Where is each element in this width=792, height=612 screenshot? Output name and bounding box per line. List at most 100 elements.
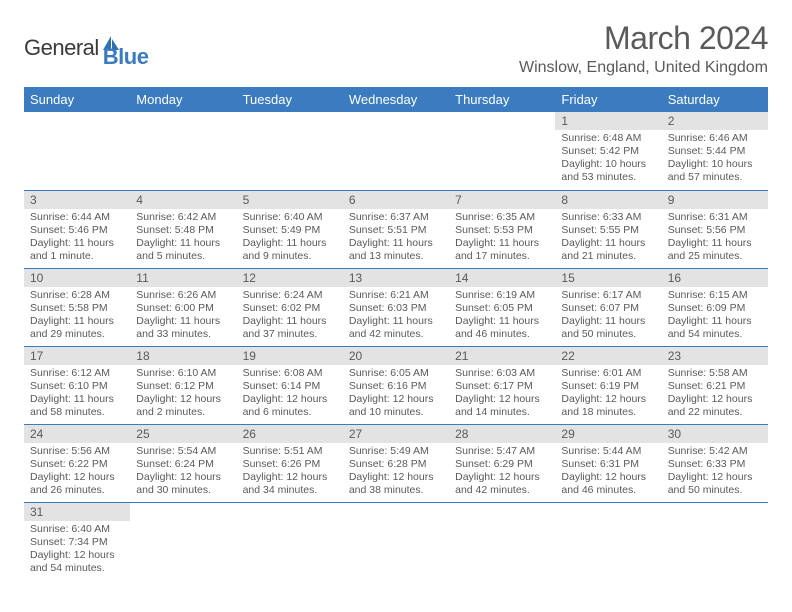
day-info: Sunrise: 6:31 AMSunset: 5:56 PMDaylight:… (662, 209, 768, 268)
day-cell (343, 502, 449, 580)
daylight-text: Daylight: 11 hours and 50 minutes. (561, 315, 655, 341)
sunrise-text: Sunrise: 6:28 AM (30, 289, 124, 302)
col-monday: Monday (130, 87, 236, 112)
sunset-text: Sunset: 6:31 PM (561, 458, 655, 471)
day-cell: 19 Sunrise: 6:08 AMSunset: 6:14 PMDayligh… (237, 346, 343, 424)
day-cell: 22Sunrise: 6:01 AMSunset: 6:19 PMDayligh… (555, 346, 661, 424)
sunrise-text: Sunrise: 6:48 AM (561, 132, 655, 145)
daylight-text: Daylight: 12 hours and 14 minutes. (455, 393, 549, 419)
sunset-text: Sunset: 6:00 PM (136, 302, 230, 315)
day-cell: 3Sunrise: 6:44 AMSunset: 5:46 PMDaylight… (24, 190, 130, 268)
day-info: Sunrise: 6:46 AMSunset: 5:44 PMDaylight:… (662, 130, 768, 189)
day-number: 11 (130, 269, 236, 287)
day-cell: 15Sunrise: 6:17 AMSunset: 6:07 PMDayligh… (555, 268, 661, 346)
sunset-text: Sunset: 5:44 PM (668, 145, 762, 158)
day-number: 10 (24, 269, 130, 287)
sunset-text: Sunset: 6:22 PM (30, 458, 124, 471)
sunrise-text: Sunrise: 6:01 AM (561, 367, 655, 380)
sunset-text: Sunset: 7:34 PM (30, 536, 124, 549)
sunset-text: Sunset: 6:21 PM (668, 380, 762, 393)
day-number: 27 (343, 425, 449, 443)
day-cell (449, 502, 555, 580)
daylight-text: Daylight: 12 hours and 6 minutes. (243, 393, 337, 419)
daylight-text: Daylight: 11 hours and 5 minutes. (136, 237, 230, 263)
day-cell: 10Sunrise: 6:28 AMSunset: 5:58 PMDayligh… (24, 268, 130, 346)
day-info: Sunrise: 6:19 AMSunset: 6:05 PMDaylight:… (449, 287, 555, 346)
week-row: 31Sunrise: 6:40 AMSunset: 7:34 PMDayligh… (24, 502, 768, 580)
daylight-text: Daylight: 12 hours and 34 minutes. (243, 471, 337, 497)
sunset-text: Sunset: 6:33 PM (668, 458, 762, 471)
month-title: March 2024 (519, 20, 768, 57)
day-info: Sunrise: 6:03 AMSunset: 6:17 PMDaylight:… (449, 365, 555, 424)
day-info: Sunrise: 5:54 AMSunset: 6:24 PMDaylight:… (130, 443, 236, 502)
logo-text-blue: Blue (103, 44, 149, 70)
day-cell: 30Sunrise: 5:42 AMSunset: 6:33 PMDayligh… (662, 424, 768, 502)
day-cell: 8Sunrise: 6:33 AMSunset: 5:55 PMDaylight… (555, 190, 661, 268)
day-cell: 13Sunrise: 6:21 AMSunset: 6:03 PMDayligh… (343, 268, 449, 346)
day-cell: 28Sunrise: 5:47 AMSunset: 6:29 PMDayligh… (449, 424, 555, 502)
day-cell: 14Sunrise: 6:19 AMSunset: 6:05 PMDayligh… (449, 268, 555, 346)
sunset-text: Sunset: 5:56 PM (668, 224, 762, 237)
day-cell (237, 112, 343, 190)
day-cell: 16Sunrise: 6:15 AMSunset: 6:09 PMDayligh… (662, 268, 768, 346)
daylight-text: Daylight: 11 hours and 37 minutes. (243, 315, 337, 341)
sunrise-text: Sunrise: 5:51 AM (243, 445, 337, 458)
header-row: Sunday Monday Tuesday Wednesday Thursday… (24, 87, 768, 112)
daylight-text: Daylight: 11 hours and 33 minutes. (136, 315, 230, 341)
day-info: Sunrise: 6:33 AMSunset: 5:55 PMDaylight:… (555, 209, 661, 268)
day-number: 19 (237, 347, 343, 365)
day-cell (130, 112, 236, 190)
title-block: March 2024 Winslow, England, United King… (519, 20, 768, 77)
sunrise-text: Sunrise: 6:40 AM (243, 211, 337, 224)
day-number: 18 (130, 347, 236, 365)
sunrise-text: Sunrise: 6:08 AM (243, 367, 337, 380)
day-number: 20 (343, 347, 449, 365)
sunrise-text: Sunrise: 6:10 AM (136, 367, 230, 380)
day-number: 3 (24, 191, 130, 209)
day-number: 31 (24, 503, 130, 521)
sunset-text: Sunset: 6:14 PM (243, 380, 337, 393)
day-info: Sunrise: 6:15 AMSunset: 6:09 PMDaylight:… (662, 287, 768, 346)
day-cell (555, 502, 661, 580)
week-row: 3Sunrise: 6:44 AMSunset: 5:46 PMDaylight… (24, 190, 768, 268)
day-cell: 11Sunrise: 6:26 AMSunset: 6:00 PMDayligh… (130, 268, 236, 346)
daylight-text: Daylight: 11 hours and 46 minutes. (455, 315, 549, 341)
day-cell: 5Sunrise: 6:40 AMSunset: 5:49 PMDaylight… (237, 190, 343, 268)
day-cell: 31Sunrise: 6:40 AMSunset: 7:34 PMDayligh… (24, 502, 130, 580)
day-number: 28 (449, 425, 555, 443)
day-cell: 25Sunrise: 5:54 AMSunset: 6:24 PMDayligh… (130, 424, 236, 502)
sunset-text: Sunset: 6:17 PM (455, 380, 549, 393)
day-cell (130, 502, 236, 580)
sunrise-text: Sunrise: 6:44 AM (30, 211, 124, 224)
sunset-text: Sunset: 6:09 PM (668, 302, 762, 315)
day-number: 17 (24, 347, 130, 365)
col-wednesday: Wednesday (343, 87, 449, 112)
day-cell: 27Sunrise: 5:49 AMSunset: 6:28 PMDayligh… (343, 424, 449, 502)
day-number: 15 (555, 269, 661, 287)
day-number: 26 (237, 425, 343, 443)
daylight-text: Daylight: 11 hours and 13 minutes. (349, 237, 443, 263)
logo-text-general: General (24, 35, 99, 61)
day-info: Sunrise: 6:44 AMSunset: 5:46 PMDaylight:… (24, 209, 130, 268)
sunset-text: Sunset: 6:12 PM (136, 380, 230, 393)
daylight-text: Daylight: 11 hours and 9 minutes. (243, 237, 337, 263)
day-info: Sunrise: 5:58 AMSunset: 6:21 PMDaylight:… (662, 365, 768, 424)
sunset-text: Sunset: 5:58 PM (30, 302, 124, 315)
col-sunday: Sunday (24, 87, 130, 112)
daylight-text: Daylight: 11 hours and 42 minutes. (349, 315, 443, 341)
day-number: 2 (662, 112, 768, 130)
day-info: Sunrise: 6:48 AMSunset: 5:42 PMDaylight:… (555, 130, 661, 189)
sunrise-text: Sunrise: 6:37 AM (349, 211, 443, 224)
sunrise-text: Sunrise: 6:42 AM (136, 211, 230, 224)
daylight-text: Daylight: 12 hours and 54 minutes. (30, 549, 124, 575)
day-number: 16 (662, 269, 768, 287)
sunset-text: Sunset: 6:05 PM (455, 302, 549, 315)
day-cell: 7Sunrise: 6:35 AMSunset: 5:53 PMDaylight… (449, 190, 555, 268)
daylight-text: Daylight: 11 hours and 21 minutes. (561, 237, 655, 263)
day-number: 14 (449, 269, 555, 287)
sunset-text: Sunset: 6:16 PM (349, 380, 443, 393)
day-cell: 29Sunrise: 5:44 AMSunset: 6:31 PMDayligh… (555, 424, 661, 502)
col-thursday: Thursday (449, 87, 555, 112)
day-cell (449, 112, 555, 190)
daylight-text: Daylight: 12 hours and 26 minutes. (30, 471, 124, 497)
